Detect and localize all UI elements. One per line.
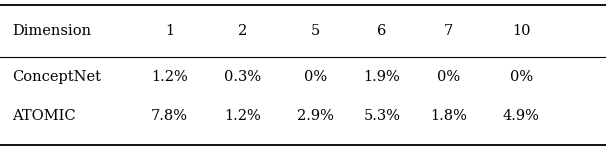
Text: 0%: 0% [437, 70, 460, 84]
Text: Dimension: Dimension [12, 24, 92, 38]
Text: 1.8%: 1.8% [430, 109, 467, 122]
Text: ConceptNet: ConceptNet [12, 70, 101, 84]
Text: 1.2%: 1.2% [224, 109, 261, 122]
Text: 0%: 0% [304, 70, 327, 84]
Text: 7.8%: 7.8% [151, 109, 188, 122]
Text: 2.9%: 2.9% [297, 109, 333, 122]
Text: 5.3%: 5.3% [363, 109, 401, 122]
Text: 0%: 0% [510, 70, 533, 84]
Text: 2: 2 [238, 24, 247, 38]
Text: 1.9%: 1.9% [364, 70, 400, 84]
Text: 1: 1 [165, 24, 175, 38]
Text: ATOMIC: ATOMIC [12, 109, 76, 122]
Text: 10: 10 [512, 24, 530, 38]
Text: 4.9%: 4.9% [503, 109, 539, 122]
Text: 0.3%: 0.3% [224, 70, 261, 84]
Text: 7: 7 [444, 24, 453, 38]
Text: 1.2%: 1.2% [152, 70, 188, 84]
Text: 5: 5 [310, 24, 320, 38]
Text: 6: 6 [377, 24, 387, 38]
